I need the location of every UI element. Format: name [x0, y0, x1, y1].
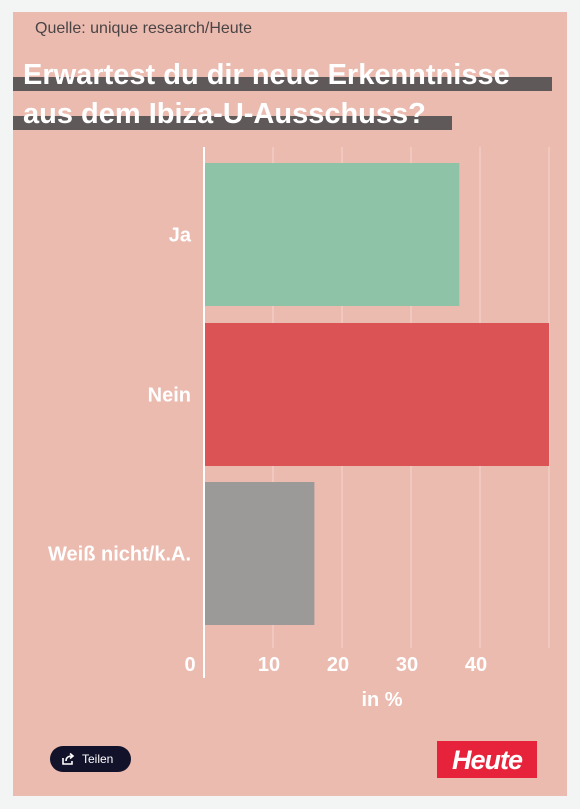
bar-ja[interactable] [204, 163, 460, 306]
bar-nein[interactable] [204, 323, 549, 466]
title-underline-bar [13, 77, 552, 91]
logo-text: Heute [451, 745, 523, 775]
x-tick-label: 40 [465, 654, 487, 676]
category-label: Nein [148, 385, 191, 407]
share-icon [62, 752, 75, 765]
x-tick-label: 20 [327, 654, 349, 676]
heute-logo[interactable]: Heute [437, 741, 537, 778]
chart-title-line-2: aus dem Ibiza-U-Ausschuss? [13, 95, 452, 133]
category-label: Weiß nicht/k.A. [48, 544, 191, 566]
chart-title-line-1: Erwartest du dir neue Erkenntnisse [13, 56, 552, 94]
category-label: Ja [169, 225, 192, 247]
title-underline-bar [13, 116, 452, 130]
chart-title-text-1: Erwartest du dir neue Erkenntnisse [23, 59, 510, 91]
bar-weiss-nicht[interactable] [204, 482, 315, 625]
x-tick-label: 0 [184, 654, 195, 676]
x-tick-label: 30 [396, 654, 418, 676]
x-tick-label: 10 [258, 654, 280, 676]
x-axis-label: in % [361, 689, 402, 711]
share-button[interactable]: Teilen [50, 746, 131, 772]
source-label: Quelle: unique research/Heute [35, 20, 253, 37]
share-label: Teilen [82, 752, 114, 766]
chart-title-text-2: aus dem Ibiza-U-Ausschuss? [23, 98, 426, 130]
